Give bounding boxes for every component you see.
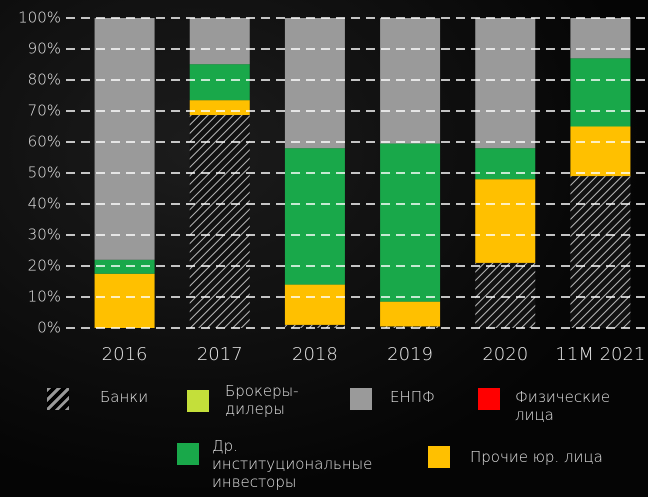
bar-segment (94, 273, 155, 328)
bar-segment (284, 284, 345, 325)
x-tick-label: 2017 (197, 344, 243, 365)
y-tick-label: 80% (28, 71, 61, 89)
x-tick-label: 2018 (292, 344, 338, 365)
legend-swatch (350, 388, 372, 410)
bar-segment (189, 64, 250, 101)
y-tick-label: 0% (37, 319, 61, 337)
x-tick-label: 2016 (102, 344, 148, 365)
bar-segment (570, 58, 631, 127)
bar-segment (570, 126, 631, 177)
bar-segment (475, 179, 536, 263)
y-tick-label: 20% (28, 257, 61, 275)
bar-segment (380, 301, 441, 327)
legend-label: Банки (100, 388, 149, 406)
bar-segment (189, 115, 250, 328)
y-tick-label: 30% (28, 226, 61, 244)
legend-swatch (478, 388, 500, 410)
legend-label: Брокеры-дилеры (225, 382, 299, 418)
legend-label: ЕНПФ (390, 388, 435, 406)
x-tick-label: 11M 2021 (555, 344, 645, 365)
bar-segment (380, 143, 441, 302)
bar-segment (475, 148, 536, 180)
bar-segment (475, 18, 536, 149)
x-tick-label: 2019 (387, 344, 433, 365)
y-tick-label: 40% (28, 195, 61, 213)
bar-segment (189, 18, 250, 65)
bar-segment (94, 259, 155, 274)
y-tick-label: 90% (28, 40, 61, 58)
y-tick-label: 100% (18, 9, 61, 27)
bar-segment (284, 18, 345, 149)
legend-label: Др. институциональные инвесторы (212, 437, 373, 491)
bar-segment (475, 262, 536, 328)
y-tick-label: 60% (28, 133, 61, 151)
y-tick-label: 70% (28, 102, 61, 120)
bar-segment (380, 18, 441, 144)
bar-segment (570, 176, 631, 328)
legend-swatch (428, 446, 450, 468)
y-tick-label: 50% (28, 164, 61, 182)
legend-swatch (177, 443, 199, 465)
bar-segment (284, 324, 345, 328)
x-tick-label: 2020 (482, 344, 528, 365)
bar-segment (380, 326, 441, 328)
bar-segment (189, 100, 250, 116)
bar-segment (94, 18, 155, 260)
legend-label: Прочие юр. лица (470, 448, 603, 466)
legend-label: Физические лица (515, 388, 611, 424)
legend-swatch (47, 388, 69, 410)
bar-segment (284, 148, 345, 285)
legend-swatch (187, 390, 209, 412)
y-tick-label: 10% (28, 288, 61, 306)
bar-segment (570, 18, 631, 59)
